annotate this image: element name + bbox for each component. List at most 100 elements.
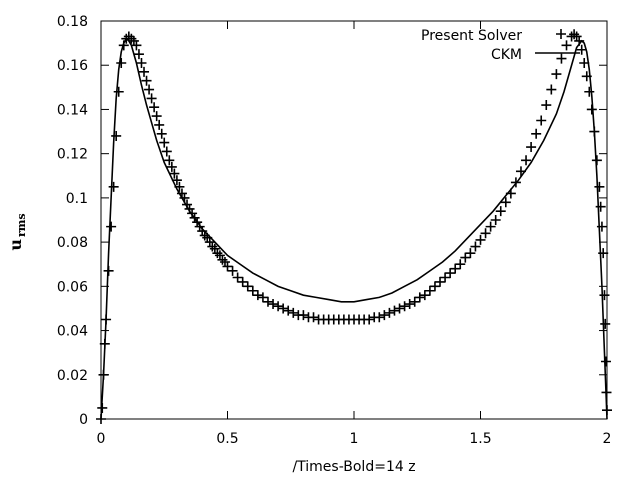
x-tick-label: 2	[603, 431, 612, 447]
data-point-present-solver	[600, 318, 611, 329]
y-tick-label: 0.12	[57, 147, 88, 163]
data-point-present-solver	[409, 296, 420, 307]
y-tick-label: 0.02	[57, 368, 88, 384]
data-point-present-solver	[470, 241, 481, 252]
data-point-present-solver	[374, 312, 385, 323]
data-point-present-solver	[594, 181, 605, 192]
data-point-present-solver	[541, 100, 552, 111]
data-point-present-solver	[169, 168, 180, 179]
data-point-present-solver	[232, 272, 243, 283]
data-point-present-solver	[237, 276, 248, 287]
data-point-present-solver	[288, 307, 299, 318]
data-point-present-solver	[149, 102, 160, 113]
data-point-present-solver	[219, 257, 230, 268]
data-point-present-solver	[546, 84, 557, 95]
y-axis-ticks: 0 0.02 0.04 0.06 0.08 0.1 0.12 0.14 0.16 0.18	[57, 14, 607, 428]
data-point-present-solver	[490, 215, 501, 225]
data-point-present-solver	[455, 259, 466, 270]
data-point-present-solver	[154, 119, 165, 130]
data-point-present-solver	[394, 303, 405, 314]
data-point-present-solver	[207, 241, 218, 252]
data-point-present-solver	[551, 69, 562, 80]
data-point-present-solver	[485, 221, 496, 232]
y-tick-label: 0.04	[57, 324, 88, 340]
legend-label-present-solver: Present Solver	[421, 28, 522, 44]
y-tick-label: 0.14	[57, 102, 88, 118]
data-point-present-solver	[146, 93, 157, 104]
data-point-present-solver	[283, 305, 294, 316]
data-point-present-solver	[166, 161, 177, 172]
data-point-present-solver	[273, 301, 284, 312]
data-point-present-solver	[111, 130, 122, 141]
data-point-present-solver	[128, 35, 139, 46]
y-axis-label: u rms	[6, 213, 28, 250]
data-point-present-solver	[599, 290, 610, 301]
data-point-present-solver	[308, 312, 319, 323]
data-point-present-solver	[204, 237, 215, 248]
data-point-present-solver	[159, 137, 170, 148]
data-point-present-solver	[424, 285, 435, 296]
legend: Present Solver CKM	[421, 28, 580, 63]
data-point-present-solver	[133, 49, 144, 60]
data-point-present-solver	[242, 281, 253, 292]
y-tick-label: 0.08	[57, 235, 88, 251]
legend-marker-present-solver	[556, 29, 566, 39]
data-point-present-solver	[465, 248, 476, 259]
data-point-present-solver	[531, 128, 542, 139]
x-tick-label: 0.5	[216, 431, 238, 447]
data-point-present-solver	[384, 307, 395, 318]
data-point-present-solver	[268, 299, 279, 310]
data-point-present-solver	[139, 66, 150, 77]
legend-plus-marker	[556, 29, 566, 39]
data-point-present-solver	[521, 155, 532, 166]
data-point-present-solver	[141, 75, 152, 86]
data-point-present-solver	[298, 310, 309, 321]
data-point-present-solver	[106, 221, 117, 232]
x-axis-ticks: 0 0.5 1 1.5 2	[97, 21, 612, 447]
data-point-present-solver	[389, 305, 400, 316]
y-tick-label: 0	[79, 412, 88, 428]
data-point-present-solver	[364, 314, 375, 325]
y-tick-label: 0.18	[57, 14, 88, 30]
series-line-ckm	[100, 37, 608, 420]
data-point-present-solver	[136, 58, 147, 69]
data-point-present-solver	[126, 33, 137, 44]
y-axis-label-subscript: rms	[15, 213, 28, 237]
data-point-present-solver	[257, 292, 268, 303]
data-point-present-solver	[214, 250, 225, 261]
svg-text:urms: u rms	[6, 213, 28, 250]
data-point-present-solver	[576, 44, 587, 55]
data-point-present-solver	[404, 299, 415, 310]
data-point-present-solver	[536, 115, 547, 126]
data-point-present-solver	[131, 40, 142, 51]
data-point-present-solver	[164, 155, 175, 166]
data-point-present-solver	[440, 272, 451, 283]
data-point-present-solver	[569, 29, 580, 40]
data-point-present-solver	[227, 265, 238, 276]
data-point-present-solver	[495, 206, 506, 217]
data-point-present-solver	[247, 285, 258, 296]
data-point-present-solver	[414, 292, 425, 303]
y-tick-label: 0.16	[57, 58, 88, 74]
plot-border	[100, 20, 608, 420]
data-point-present-solver	[584, 86, 595, 97]
data-point-present-solver	[561, 40, 572, 51]
data-point-present-solver	[419, 290, 430, 301]
data-point-present-solver	[161, 146, 172, 157]
data-point-present-solver	[571, 31, 582, 42]
data-point-present-solver	[113, 86, 124, 97]
x-axis-label: /Times-Bold=14 z	[292, 459, 415, 475]
data-point-present-solver	[399, 301, 410, 312]
data-point-present-solver	[595, 201, 606, 212]
x-tick-label: 0	[97, 431, 106, 447]
x-tick-label: 1.5	[469, 431, 491, 447]
data-point-present-solver	[445, 268, 456, 279]
data-point-present-solver	[156, 128, 167, 139]
data-point-present-solver	[209, 243, 220, 254]
data-point-present-solver	[151, 111, 162, 122]
data-point-present-solver	[252, 290, 263, 301]
y-tick-label: 0.1	[66, 191, 88, 207]
data-point-present-solver	[500, 197, 511, 208]
data-point-present-solver	[429, 281, 440, 292]
